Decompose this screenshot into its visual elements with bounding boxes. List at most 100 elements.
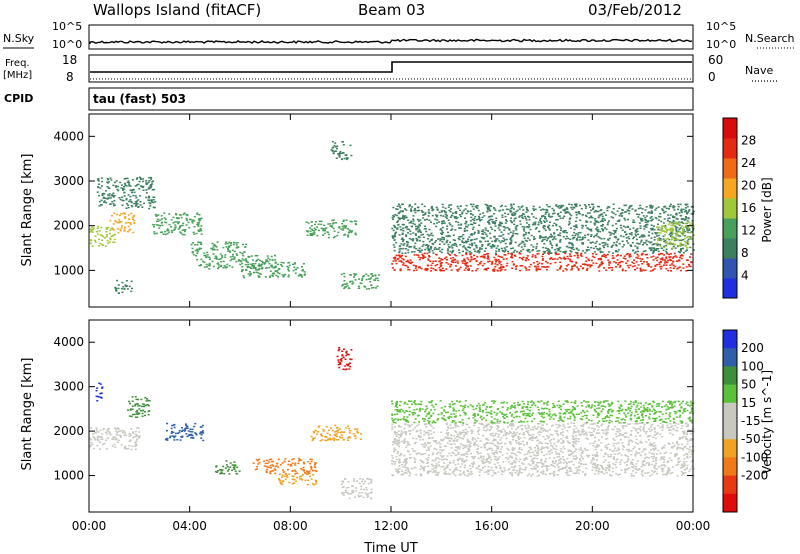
velocity-yticks: 1000 2000 3000 4000: [53, 335, 693, 483]
nsky-tick-lo: 10^0: [52, 38, 82, 51]
power-colorbar-segment: [723, 278, 737, 299]
velocity-band-11: [391, 400, 695, 424]
power-colorbar-segment: [723, 198, 737, 219]
velocity-colorbar-tick: -100: [741, 450, 768, 464]
nave-tick-lo: 0: [708, 70, 716, 84]
power-colorbar-segment: [723, 178, 737, 199]
power-band-10: [340, 272, 380, 290]
freq-unit: [MHz]: [3, 70, 32, 81]
nsearch-tick-lo: 10^0: [706, 38, 736, 51]
freq-tick-lo: 8: [66, 70, 74, 84]
velocity-colorbar-segment: [723, 366, 737, 386]
nsky-strip: N.Sky 10^5 10^0 10^5 10^0 N.Search: [3, 20, 795, 51]
velocity-band-7: [310, 424, 362, 442]
power-colorbar-segment: [723, 158, 737, 179]
xtick-label: 20:00: [575, 519, 610, 533]
cpid-label: CPID: [4, 92, 33, 105]
power-colorbar-tick: 8: [741, 246, 749, 260]
velocity-colorbar-segment: [723, 348, 737, 367]
velocity-band-3: [164, 422, 205, 442]
xtick-label: 08:00: [273, 519, 308, 533]
velocity-panel: 1000 2000 3000 4000 Slant Range [km]: [20, 319, 695, 513]
xtick-label: 12:00: [374, 519, 409, 533]
nsearch-label: N.Search: [745, 32, 795, 45]
ytick-label: 2000: [53, 424, 84, 438]
power-band-11: [391, 203, 695, 254]
velocity-colorbar-segment: [723, 402, 737, 422]
nsearch-tick-hi: 10^5: [706, 20, 736, 33]
velocity-band-2: [127, 396, 151, 418]
freq-strip: Freq. [MHz] 18 8 60 0 Nave: [3, 53, 778, 84]
xtick-label: 00:00: [676, 519, 711, 533]
power-band-5: [190, 241, 247, 257]
station-title: Wallops Island (fitACF): [93, 1, 261, 19]
xtick-label: 16:00: [474, 519, 509, 533]
velocity-colorbar-segment: [723, 475, 737, 495]
power-colorbar-tick: 24: [741, 156, 756, 170]
power-band-4: [152, 212, 203, 236]
power-colorbar-tick: 16: [741, 201, 756, 215]
power-band-13: [656, 221, 695, 249]
date-title: 03/Feb/2012: [588, 1, 682, 19]
freq-tick-hi: 18: [62, 53, 77, 67]
nsky-tick-hi: 10^5: [52, 20, 82, 33]
velocity-colorbar-tick: 50: [741, 378, 756, 392]
cpid-strip: CPID tau (fast) 503: [4, 87, 694, 111]
velocity-colorbar-frame: [722, 329, 738, 513]
velocity-band-6: [277, 473, 318, 486]
power-band-12: [391, 252, 693, 272]
ytick-label: 4000: [53, 335, 84, 349]
ytick-label: 4000: [53, 129, 84, 143]
power-colorbar-label: Power [dB]: [760, 177, 774, 242]
power-band-1: [109, 212, 136, 234]
velocity-band-4: [214, 460, 241, 475]
power-colorbar-tick: 20: [741, 179, 756, 193]
power-band-8: [305, 219, 358, 239]
velocity-colorbar-tick: 200: [741, 341, 764, 355]
velocity-colorbar-segment: [723, 330, 737, 349]
freq-trace: [90, 61, 692, 73]
velocity-colorbar-segment: [723, 384, 737, 404]
velocity-colorbar-tick: 100: [741, 359, 764, 373]
power-band-7: [240, 261, 306, 279]
power-colorbar-tick: 12: [741, 224, 756, 238]
velocity-band-5: [252, 457, 318, 475]
power-colorbar-segment: [723, 118, 737, 139]
power-colorbar-frame: [722, 117, 738, 299]
nave-tick-hi: 60: [708, 53, 723, 67]
velocity-colorbar-segment: [723, 493, 737, 513]
power-band-0: [89, 225, 116, 247]
power-colorbar-segment: [723, 258, 737, 279]
velocity-band-9: [341, 477, 373, 500]
power-band-3: [114, 279, 133, 294]
ytick-label: 1000: [53, 469, 84, 483]
power-yticks: 1000 2000 3000 4000: [53, 129, 693, 277]
cpid-value: tau (fast) 503: [93, 92, 186, 106]
nave-label: Nave: [745, 64, 773, 77]
velocity-band-1: [95, 382, 104, 402]
velocity-colorbar-tick: -200: [741, 469, 768, 483]
power-band-9: [330, 140, 353, 161]
power-colorbar-segment: [723, 218, 737, 239]
ytick-label: 2000: [53, 219, 84, 233]
beam-title: Beam 03: [358, 1, 425, 19]
power-band-2: [96, 176, 157, 210]
ytick-label: 3000: [53, 380, 84, 394]
power-colorbar: 4 8 12 16 20 24 28: [722, 117, 756, 299]
power-panel: 1000 2000 3000 4000 Slant Range [km]: [20, 113, 695, 308]
velocity-colorbar: 200 100 50 15 -15 -50 -100 -200: [722, 329, 768, 513]
power-colorbar-tick: 28: [741, 134, 756, 148]
power-colorbar-segment: [723, 238, 737, 259]
velocity-colorbar-segment: [723, 421, 737, 440]
velocity-colorbar-tick: -15: [741, 414, 761, 428]
velocity-colorbar-tick: 15: [741, 396, 756, 410]
power-data: [89, 140, 695, 294]
velocity-band-8: [336, 346, 353, 371]
ytick-label: 3000: [53, 174, 84, 188]
velocity-band-0: [89, 427, 141, 451]
velocity-colorbar-segment: [723, 457, 737, 477]
power-colorbar-segment: [723, 138, 737, 159]
ytick-label: 1000: [53, 263, 84, 277]
velocity-data: [89, 346, 695, 500]
